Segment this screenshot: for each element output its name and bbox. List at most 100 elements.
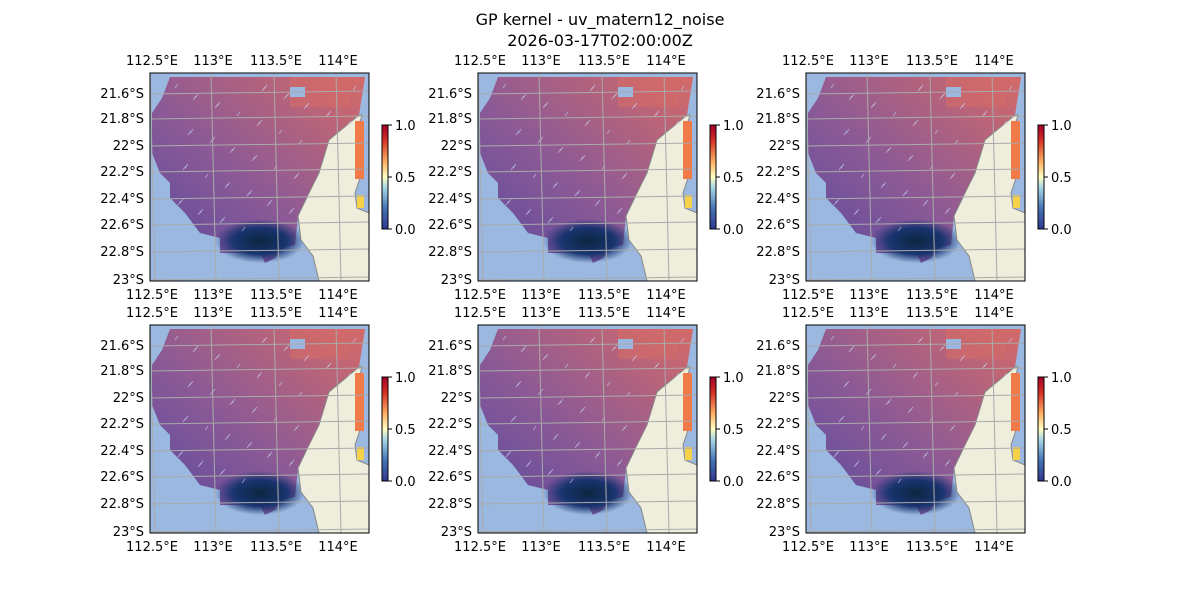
field-low-region (543, 471, 633, 515)
gridline-lat (806, 248, 1025, 253)
x-tick-label-bottom: 114°E (318, 540, 358, 555)
x-tick-label-bottom: 112.5°E (782, 288, 834, 303)
y-tick-label: 23°S (769, 525, 800, 540)
gridline-lon (991, 73, 998, 281)
velocity-arrow (520, 347, 525, 353)
velocity-arrow (214, 103, 219, 109)
colorbar-tick-label: 0.5 (395, 423, 416, 438)
colorbar: 0.0 0.5 1.0 (709, 119, 744, 238)
field-heatmap (480, 77, 693, 263)
gridline-lon (601, 325, 608, 533)
gridline-lat (806, 500, 1025, 505)
velocity-arrow (258, 119, 263, 125)
axes-frame (149, 324, 370, 534)
x-tick-label-bottom: 113°E (521, 288, 561, 303)
velocity-arrow (510, 417, 515, 423)
velocity-arrow (904, 189, 909, 195)
velocity-arrow (579, 156, 584, 162)
velocity-arrow (870, 103, 875, 109)
velocity-arrow (949, 426, 954, 432)
gridline-lon (806, 73, 812, 281)
velocity-arrow (192, 347, 197, 353)
gridline-lon (210, 73, 217, 281)
coastal-cells-orange (355, 121, 364, 179)
velocity-arrow (838, 417, 843, 423)
velocity-arrow (830, 335, 835, 341)
field-low-region (543, 219, 633, 263)
x-tick-label-top: 113.5°E (906, 306, 958, 321)
velocity-arrow (870, 355, 875, 361)
velocity-arrow (611, 346, 616, 352)
velocity-arrow (631, 104, 636, 110)
x-tick-label-top: 114°E (646, 54, 686, 69)
velocity-arrow (887, 146, 892, 152)
velocity-arrow (226, 181, 231, 187)
velocity-arrow (680, 337, 685, 343)
velocity-arrow (288, 209, 293, 215)
velocity-arrow (843, 382, 848, 388)
y-tick-label: 22.8°S (100, 497, 144, 512)
velocity-arrow (892, 363, 897, 369)
gridline-lat (806, 342, 1025, 347)
gridline-lon (663, 325, 670, 533)
velocity-arrow (904, 441, 909, 447)
coastal-cells-orange (1011, 373, 1020, 431)
gridline-lat (478, 90, 697, 95)
colorbar: 0.0 0.5 1.0 (1037, 119, 1072, 238)
gridline-lon (273, 73, 280, 281)
x-tick-label-bottom: 114°E (646, 540, 686, 555)
x-tick-label-bottom: 112.5°E (454, 540, 506, 555)
velocity-arrow (256, 373, 261, 379)
velocity-arrow (231, 398, 236, 404)
field-heatmap (808, 329, 1021, 515)
velocity-arrow (626, 139, 631, 145)
velocity-arrow (283, 346, 288, 352)
velocity-arrow (606, 129, 611, 135)
x-tick-label-bottom: 113°E (193, 540, 233, 555)
y-tick-label: 22.2°S (428, 165, 472, 180)
colorbar-tick-label: 1.0 (723, 371, 744, 386)
axes-frame (149, 72, 370, 282)
velocity-arrow (248, 189, 253, 195)
map-panel-2: 112.5°E 112.5°E 113°E 113°E 113.5°E 113.5°E 11… (428, 54, 743, 303)
velocity-arrow (880, 183, 885, 189)
gridline-lat (150, 367, 369, 372)
gridline-lat (806, 367, 1025, 372)
colorbar-tick-label: 0.5 (1051, 171, 1072, 186)
velocity-arrow (268, 451, 273, 457)
gridline-lon (335, 73, 342, 281)
velocity-arrow (885, 148, 890, 154)
velocity-arrow (591, 336, 596, 342)
velocity-arrow (204, 425, 209, 431)
velocity-arrow (838, 165, 843, 171)
velocity-arrow (574, 443, 579, 449)
velocity-arrow (182, 417, 187, 423)
colorbar-tick-label: 1.0 (395, 371, 416, 386)
velocity-arrow (542, 355, 547, 361)
coastal-cells-yellow (685, 447, 692, 460)
velocity-arrow (680, 85, 685, 91)
velocity-arrow (850, 93, 855, 99)
velocity-arrow (1008, 85, 1013, 91)
velocity-arrow (197, 210, 202, 216)
velocity-arrow (902, 443, 907, 449)
velocity-arrow (522, 345, 527, 351)
velocity-arrow (520, 95, 525, 101)
velocity-arrow (263, 336, 268, 342)
x-tick-label-top: 113°E (849, 306, 889, 321)
velocity-arrow (510, 165, 515, 171)
gridline-lat (806, 142, 1025, 147)
velocity-arrow (266, 201, 271, 207)
gridline-lon (929, 325, 936, 533)
velocity-arrow (939, 346, 944, 352)
y-tick-label: 22.6°S (100, 218, 144, 233)
x-tick-label-top: 113.5°E (578, 54, 630, 69)
velocity-arrow (579, 408, 584, 414)
velocity-arrow (569, 478, 574, 484)
velocity-arrow (919, 336, 924, 342)
map-area (150, 73, 369, 281)
y-tick-label: 22.2°S (756, 417, 800, 432)
y-tick-label: 22.6°S (428, 218, 472, 233)
velocity-arrow (179, 450, 184, 456)
y-tick-label: 21.6°S (100, 339, 144, 354)
